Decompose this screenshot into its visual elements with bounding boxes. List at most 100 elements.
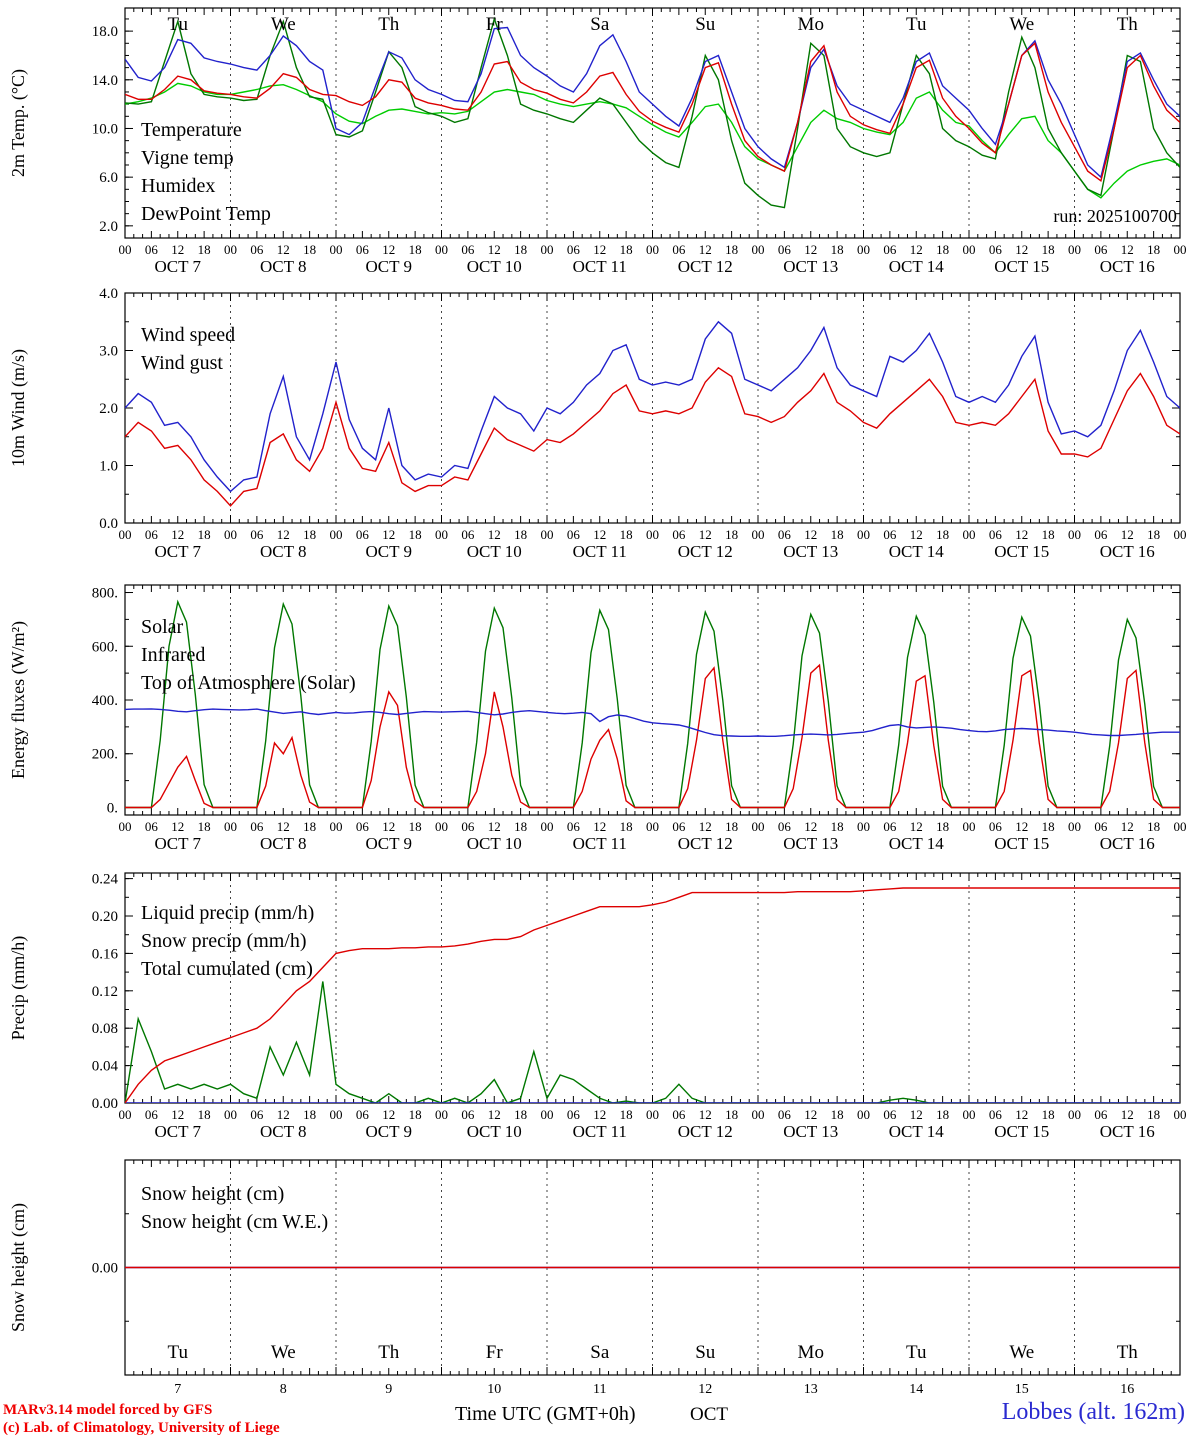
svg-text:00: 00 <box>1068 1107 1081 1122</box>
svg-text:00: 00 <box>541 819 554 834</box>
legend-wind-0: Wind speed <box>141 324 235 346</box>
svg-text:12: 12 <box>910 1107 923 1122</box>
svg-text:00: 00 <box>1174 1107 1187 1122</box>
day-name-label: We <box>271 14 296 35</box>
axis-ticks <box>124 8 1181 239</box>
svg-text:18: 18 <box>409 527 422 542</box>
svg-text:18: 18 <box>725 819 738 834</box>
svg-text:00: 00 <box>1174 819 1187 834</box>
x-date-label: OCT 10 <box>467 1122 522 1141</box>
y-axis-label-wind: 10m Wind (m/s) <box>8 349 29 467</box>
svg-text:00: 00 <box>1068 527 1081 542</box>
svg-text:12: 12 <box>1121 1107 1134 1122</box>
axis-ticks <box>124 585 1181 815</box>
x-hour-labels: 00 06 12 18 00 06 12 18 00 06 12 18 00 06 12 18 00 06 12 18… <box>119 819 1187 834</box>
day-name-label: We <box>271 1342 296 1363</box>
svg-text:18: 18 <box>1042 819 1055 834</box>
svg-text:18: 18 <box>725 242 738 257</box>
day-name-label: We <box>1009 1342 1034 1363</box>
svg-text:12: 12 <box>593 1107 606 1122</box>
svg-text:00: 00 <box>119 1107 132 1122</box>
day-number-label: 14 <box>909 1382 923 1397</box>
y-tick-label: 10.0 <box>92 121 118 137</box>
svg-text:12: 12 <box>804 527 817 542</box>
day-name-label: Su <box>695 14 716 35</box>
svg-text:18: 18 <box>1147 527 1160 542</box>
x-date-label: OCT 11 <box>573 1122 627 1141</box>
svg-text:06: 06 <box>778 1107 792 1122</box>
svg-text:00: 00 <box>224 527 237 542</box>
svg-text:06: 06 <box>356 242 370 257</box>
svg-text:12: 12 <box>910 819 923 834</box>
svg-text:18: 18 <box>620 527 633 542</box>
svg-text:18: 18 <box>725 1107 738 1122</box>
svg-text:12: 12 <box>593 527 606 542</box>
station-label: Lobbes (alt. 162m) <box>1001 1399 1185 1425</box>
svg-text:06: 06 <box>250 1107 264 1122</box>
x-date-label: OCT 16 <box>1100 257 1155 276</box>
wind-speed-series <box>125 366 1180 507</box>
x-date-label: OCT 7 <box>155 834 202 853</box>
svg-text:12: 12 <box>277 527 290 542</box>
svg-text:00: 00 <box>119 819 132 834</box>
day-gridlines <box>230 873 1075 1103</box>
svg-text:00: 00 <box>752 1107 765 1122</box>
legend-temperature-3: DewPoint Temp <box>141 203 271 225</box>
svg-text:00: 00 <box>435 819 448 834</box>
day-name-label: Tu <box>906 14 927 35</box>
svg-text:06: 06 <box>883 527 897 542</box>
day-name-label: Fr <box>486 1342 504 1363</box>
series-group <box>125 887 1180 1103</box>
svg-text:00: 00 <box>330 242 343 257</box>
svg-text:06: 06 <box>989 819 1003 834</box>
y-tick-label: 6.0 <box>99 170 118 186</box>
day-gridlines <box>230 585 1075 815</box>
svg-text:06: 06 <box>1094 819 1108 834</box>
legend-temperature-2: Humidex <box>141 175 215 197</box>
y-tick-label: 2.0 <box>99 219 118 235</box>
svg-text:18: 18 <box>514 242 527 257</box>
svg-text:06: 06 <box>672 242 686 257</box>
svg-text:18: 18 <box>831 527 844 542</box>
svg-text:00: 00 <box>1068 819 1081 834</box>
svg-text:18: 18 <box>303 527 316 542</box>
x-date-label: OCT 9 <box>366 834 412 853</box>
svg-text:18: 18 <box>831 819 844 834</box>
x-date-label: OCT 7 <box>155 257 202 276</box>
svg-text:00: 00 <box>646 1107 659 1122</box>
model-credit-line1: MARv3.14 model forced by GFS <box>3 1402 213 1418</box>
y-axis-label-temperature: 2m Temp. (°C) <box>8 69 29 177</box>
svg-text:06: 06 <box>250 819 264 834</box>
svg-text:12: 12 <box>171 527 184 542</box>
day-name-label: Mo <box>798 14 824 35</box>
y-axis-label-precip: Precip (mm/h) <box>8 936 29 1040</box>
y-tick-label: 600. <box>92 639 118 655</box>
x-date-label: OCT 13 <box>783 1122 838 1141</box>
panel-temperature: 2.0 6.0 10.0 14.0 18.0 Temperature Vigne temp H… <box>8 7 1187 276</box>
svg-text:12: 12 <box>1121 242 1134 257</box>
humidex-series <box>125 26 1180 179</box>
day-number-label: 11 <box>593 1382 606 1397</box>
vigne-temp-series <box>125 16 1180 209</box>
svg-text:12: 12 <box>488 242 501 257</box>
x-date-label: OCT 13 <box>783 834 838 853</box>
svg-text:00: 00 <box>330 819 343 834</box>
day-name-label: Tu <box>168 14 189 35</box>
x-date-label: OCT 14 <box>889 834 944 853</box>
svg-text:12: 12 <box>699 242 712 257</box>
panel-wind: 0.0 1.0 2.0 3.0 4.0 Wind speed Wind gust 00 06 12… <box>8 286 1187 561</box>
svg-text:06: 06 <box>356 1107 370 1122</box>
svg-text:00: 00 <box>224 1107 237 1122</box>
temperature-series <box>125 41 1180 182</box>
day-name-label: Mo <box>798 1342 824 1363</box>
svg-text:18: 18 <box>620 1107 633 1122</box>
svg-text:06: 06 <box>1094 527 1108 542</box>
svg-text:00: 00 <box>646 527 659 542</box>
svg-text:00: 00 <box>963 1107 976 1122</box>
y-axis-label-snow: Snow height (cm) <box>8 1203 29 1332</box>
svg-text:18: 18 <box>198 527 211 542</box>
model-credit-line2: (c) Lab. of Climatology, University of L… <box>3 1420 280 1436</box>
svg-text:00: 00 <box>224 819 237 834</box>
svg-text:06: 06 <box>778 527 792 542</box>
day-name-label: Su <box>695 1342 716 1363</box>
